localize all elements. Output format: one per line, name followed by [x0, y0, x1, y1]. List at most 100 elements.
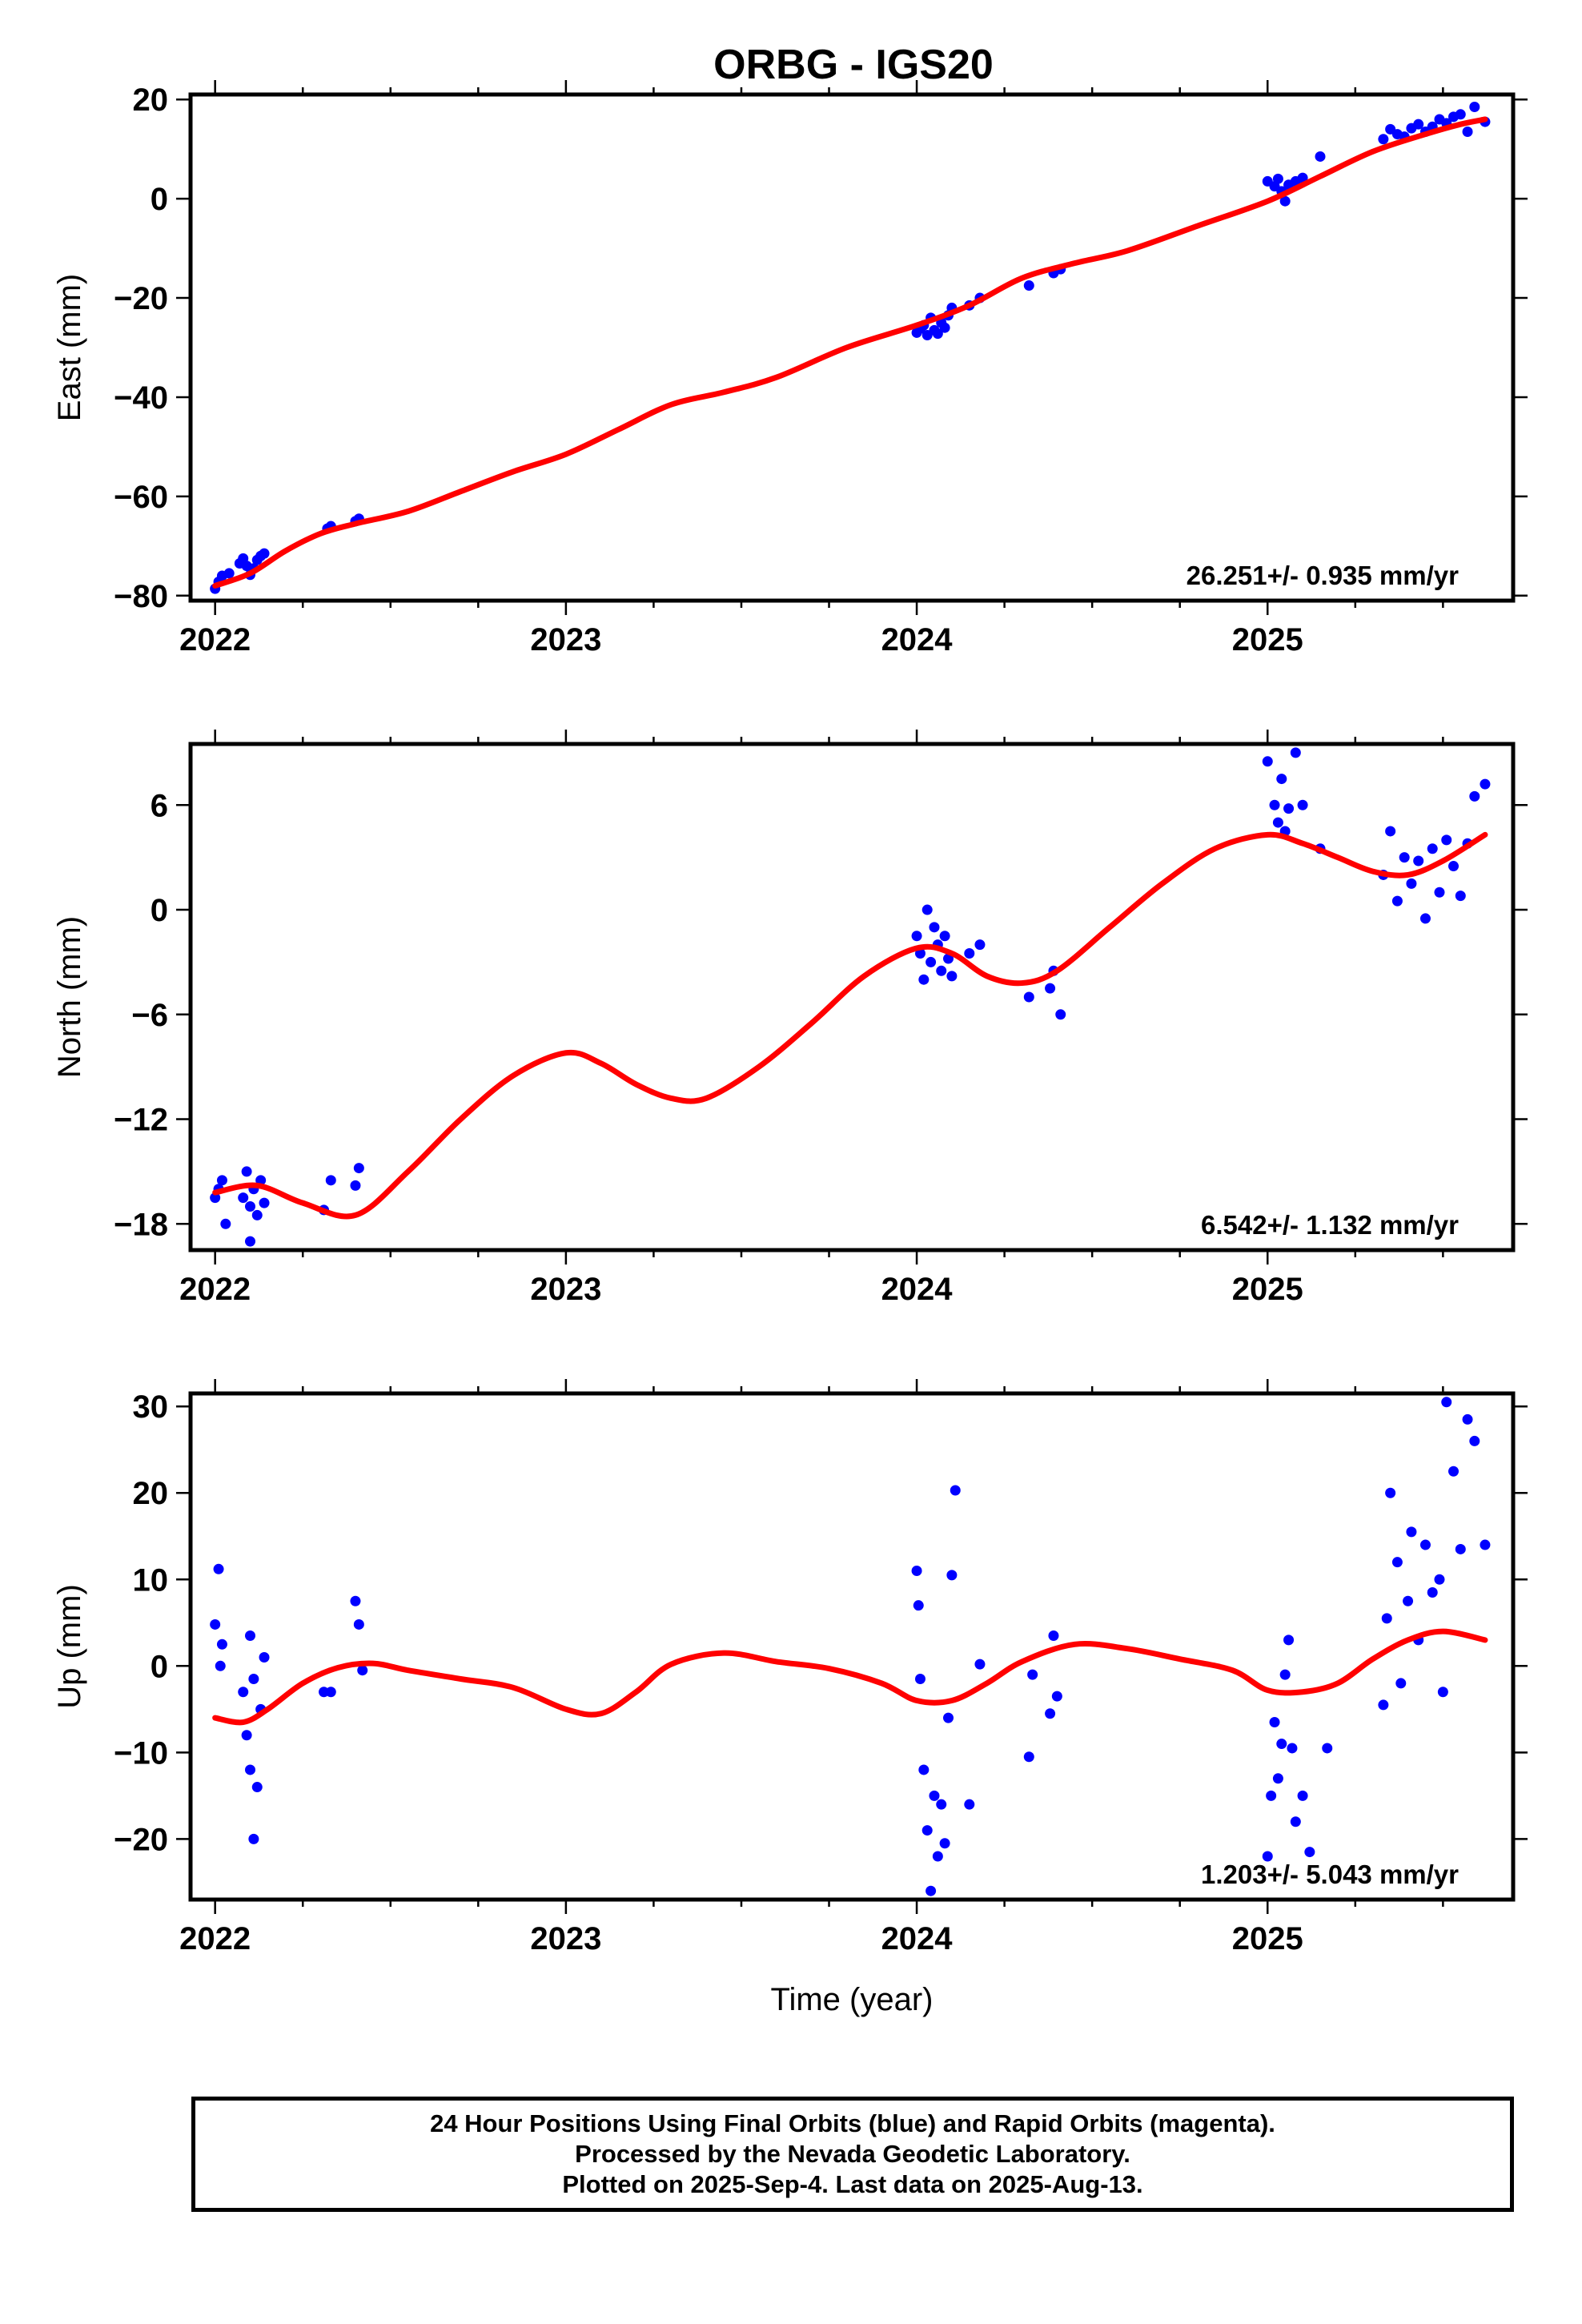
north-data-point	[1297, 799, 1308, 810]
up-xtick-label: 2025	[1232, 1921, 1303, 1956]
north-data-point	[1441, 834, 1452, 846]
north-data-point	[946, 971, 958, 982]
north-data-point	[244, 1201, 255, 1212]
up-data-point	[213, 1563, 224, 1574]
north-data-point	[929, 922, 940, 933]
up-data-point	[1266, 1790, 1277, 1801]
east-data-point	[1413, 119, 1424, 130]
north-data-point	[259, 1197, 270, 1208]
footer-line-2: Processed by the Nevada Geodetic Laborat…	[575, 2140, 1130, 2168]
north-data-point	[974, 939, 986, 951]
up-data-point	[1322, 1743, 1333, 1754]
east-data-point	[1469, 101, 1480, 112]
up-data-point	[1279, 1669, 1291, 1680]
east-ytick-label: −40	[114, 380, 168, 416]
north-data-point	[1269, 799, 1280, 810]
north-data-point	[220, 1218, 231, 1229]
east-ytick-label: 0	[151, 182, 168, 217]
east-data-point	[1378, 134, 1389, 145]
north-data-point	[210, 1192, 221, 1204]
north-data-point	[1413, 855, 1424, 866]
north-xtick-label: 2023	[530, 1272, 601, 1307]
up-data-point	[248, 1833, 259, 1844]
footer-line-1: 24 Hour Positions Using Final Orbits (bl…	[430, 2109, 1275, 2137]
up-data-point	[936, 1799, 947, 1810]
up-data-point	[216, 1638, 227, 1650]
up-xlabel: Time (year)	[771, 1982, 934, 2017]
north-ytick-label: −18	[114, 1207, 168, 1242]
north-data-point	[251, 1209, 263, 1220]
up-ylabel: Up (mm)	[52, 1584, 87, 1709]
north-data-point	[1055, 1009, 1066, 1020]
up-data-point	[1023, 1751, 1034, 1763]
east-xtick-label: 2023	[530, 622, 601, 657]
up-data-point	[244, 1630, 255, 1641]
north-xtick-label: 2024	[881, 1272, 954, 1307]
up-data-point	[210, 1618, 221, 1630]
north-data-point	[1427, 843, 1438, 854]
up-data-point	[1448, 1466, 1460, 1477]
up-data-point	[1480, 1539, 1491, 1550]
east-data-point	[1272, 173, 1283, 184]
up-data-point	[248, 1674, 259, 1685]
up-data-point	[1441, 1397, 1452, 1408]
up-data-point	[1027, 1669, 1038, 1680]
north-data-point	[1406, 878, 1417, 889]
up-data-point	[932, 1851, 943, 1862]
up-data-point	[1045, 1708, 1056, 1719]
up-data-point	[1297, 1790, 1308, 1801]
north-ytick-label: 0	[151, 893, 168, 928]
up-panel: 2022 2023 2024 2025 −20 −10 0 10 20 30 Up (mm) Time…	[52, 1379, 1528, 2017]
north-data-point	[964, 948, 975, 959]
up-data-point	[1262, 1851, 1273, 1862]
north-data-point	[1399, 852, 1410, 863]
north-data-point	[325, 1175, 336, 1186]
east-data-point	[1462, 126, 1473, 137]
up-data-point	[939, 1838, 950, 1849]
north-data-point	[1276, 774, 1287, 785]
north-data-point	[1045, 983, 1056, 994]
up-data-point	[950, 1485, 961, 1496]
up-data-point	[1276, 1739, 1287, 1750]
north-data-point	[1385, 826, 1396, 837]
up-data-point	[1304, 1847, 1315, 1858]
up-ytick-label: −10	[114, 1735, 168, 1771]
north-xtick-label: 2022	[179, 1272, 251, 1307]
north-data-point	[353, 1163, 364, 1174]
east-data-point	[939, 322, 950, 333]
east-data-point	[1297, 172, 1308, 183]
east-panel: 2022 2023 2024 2025 −80 −60 −40 −20 0 20 East (mm)…	[52, 80, 1528, 657]
north-ytick-label: 6	[151, 788, 168, 823]
up-data-point	[251, 1782, 263, 1793]
up-xtick-label: 2023	[530, 1921, 601, 1956]
up-data-point	[1469, 1435, 1480, 1446]
up-data-point	[1391, 1557, 1403, 1568]
east-data-point	[1279, 195, 1291, 207]
east-ytick-label: −60	[114, 480, 168, 515]
east-xtick-label: 2025	[1232, 622, 1303, 657]
up-data-point	[921, 1825, 933, 1836]
east-velocity-label: 26.251+/- 0.935 mm/yr	[1186, 561, 1459, 590]
up-data-point	[913, 1600, 924, 1611]
north-data-point	[936, 965, 947, 976]
up-data	[210, 1397, 1491, 1896]
north-data	[210, 747, 1491, 1247]
footer-note-box: 24 Hour Positions Using Final Orbits (bl…	[191, 2097, 1514, 2212]
east-data-point	[259, 548, 270, 559]
north-data-point	[241, 1166, 252, 1177]
up-data-point	[1381, 1613, 1392, 1624]
north-ylabel: North (mm)	[52, 916, 87, 1078]
north-ytick-label: −6	[131, 998, 168, 1033]
up-data-point	[974, 1659, 986, 1670]
up-data-point	[325, 1687, 336, 1698]
up-data-point	[244, 1764, 255, 1775]
north-ytick-label: −12	[114, 1103, 168, 1138]
up-data-point	[1455, 1543, 1466, 1554]
north-data-point	[238, 1192, 249, 1204]
up-data-point	[215, 1660, 226, 1671]
up-data-point	[1385, 1487, 1396, 1498]
up-data-point	[929, 1790, 940, 1801]
up-data-point	[238, 1687, 249, 1698]
up-data-point	[259, 1652, 270, 1663]
